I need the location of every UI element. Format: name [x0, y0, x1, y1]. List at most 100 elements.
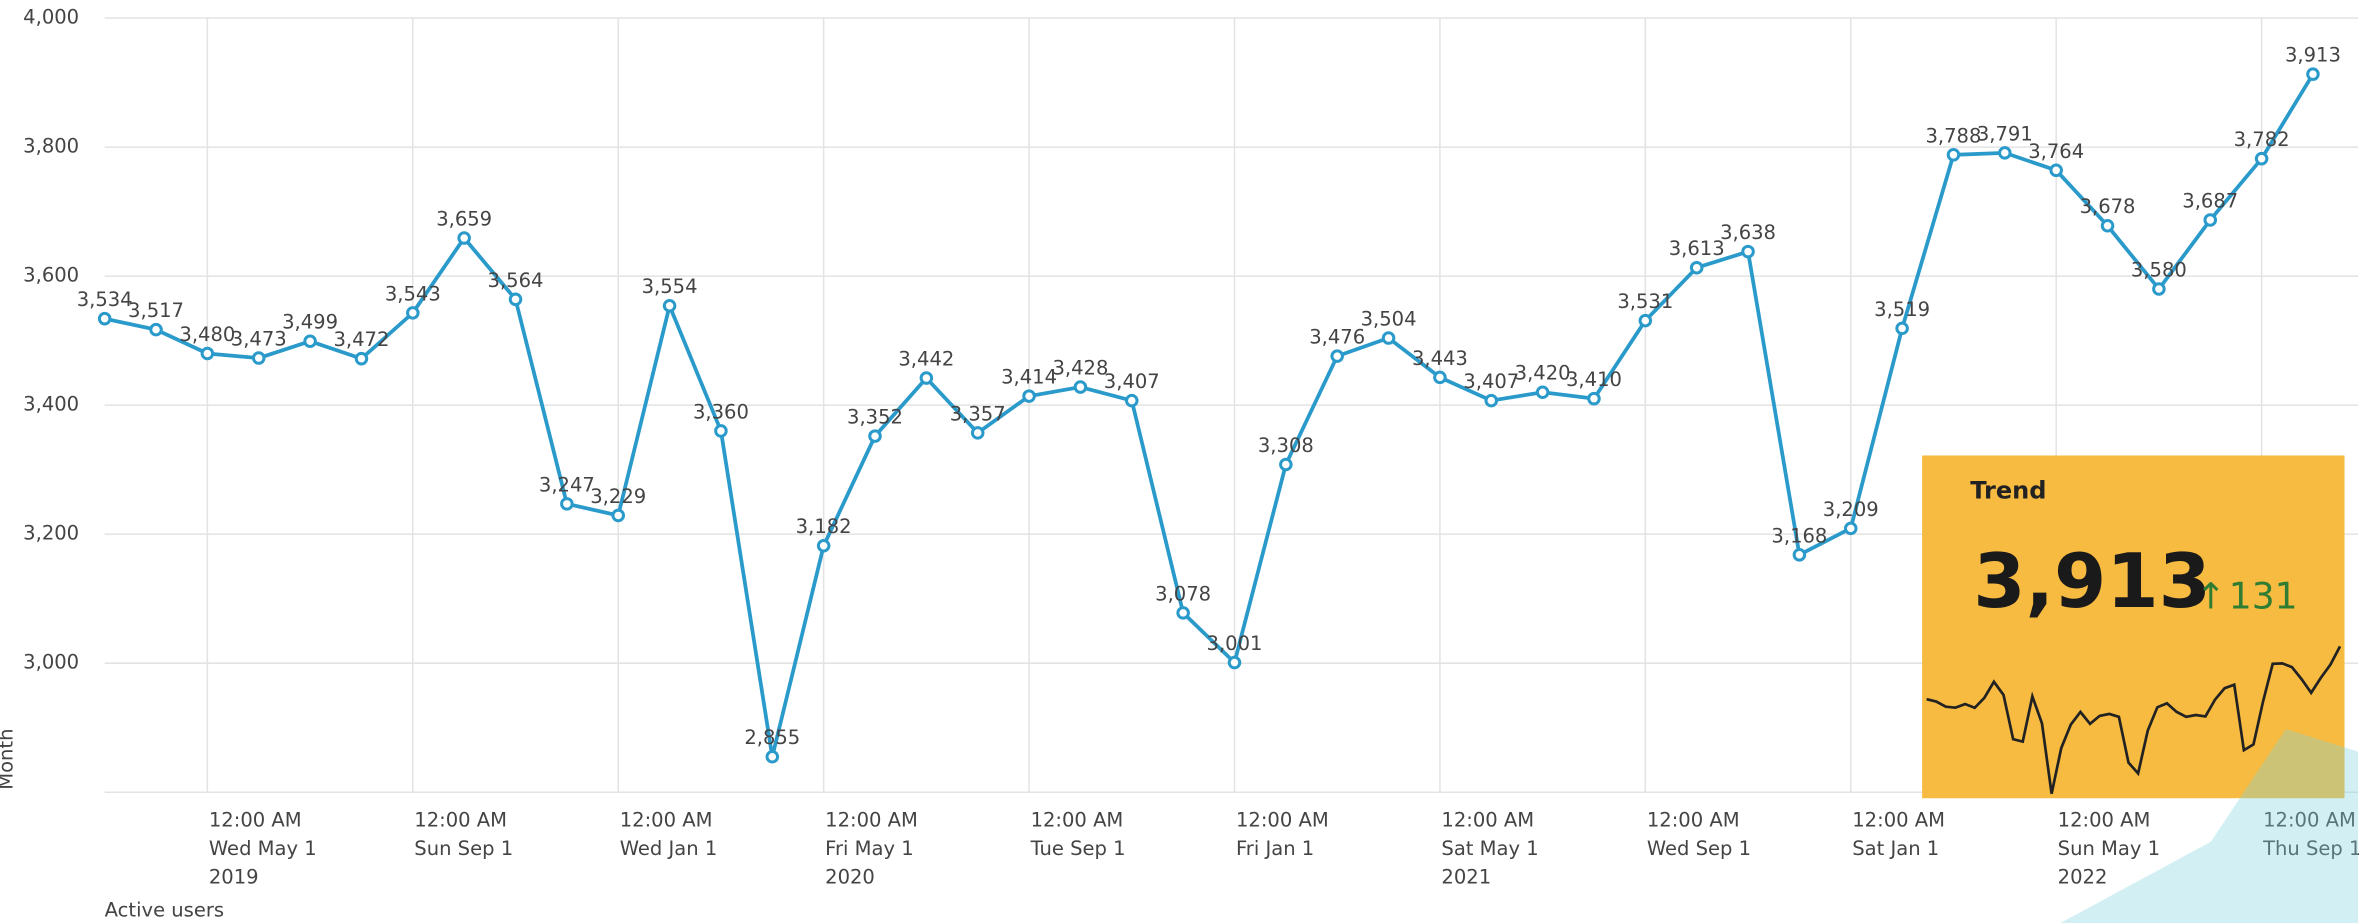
point	[1843, 521, 1858, 536]
x-tick-label: 12:00 AM	[1031, 808, 1124, 831]
data-label: 3,543	[385, 282, 441, 305]
data-label: 3,580	[2131, 258, 2187, 281]
point	[1484, 393, 1499, 408]
point	[354, 351, 369, 366]
data-label: 3,782	[2234, 128, 2290, 151]
data-label: 3,678	[2080, 195, 2136, 218]
y-tick-label: 3,800	[23, 135, 79, 158]
x-tick-label: Wed May 1	[209, 837, 317, 860]
data-label: 3,407	[1463, 370, 1519, 393]
point	[714, 424, 728, 438]
data-label: 3,499	[282, 311, 338, 334]
trend-background	[1922, 455, 2345, 799]
legend-entry: Active users	[105, 898, 224, 921]
data-label: 3,001	[1207, 632, 1263, 655]
data-label: 3,420	[1515, 362, 1571, 385]
x-tick-label: 12:00 AM	[414, 808, 507, 831]
data-label: 3,472	[333, 328, 389, 351]
point	[919, 371, 934, 385]
point	[97, 311, 112, 326]
y-tick-label: 3,600	[23, 264, 79, 287]
x-tick-label: 12:00 AM	[1441, 808, 1534, 831]
data-label: 3,480	[179, 323, 235, 346]
data-label: 3,791	[1977, 122, 2033, 145]
point	[2254, 151, 2269, 166]
data-label: 3,788	[1926, 124, 1982, 147]
point	[560, 497, 574, 511]
data-label: 3,352	[847, 406, 903, 429]
point	[1792, 548, 1807, 562]
data-label: 3,443	[1412, 347, 1468, 370]
x-tick-label: Fri Jan 1	[1236, 837, 1314, 860]
point	[2100, 219, 2115, 233]
point	[816, 539, 831, 553]
point	[1535, 385, 1550, 399]
point	[303, 334, 317, 349]
data-label: 3,517	[128, 299, 184, 322]
data-label: 3,410	[1566, 368, 1622, 391]
y-tick-label: 4,000	[23, 6, 79, 29]
point	[1946, 148, 1961, 162]
point	[2203, 213, 2218, 227]
data-label: 2,855	[744, 726, 800, 749]
point	[1998, 146, 2012, 160]
data-label: 3,473	[231, 327, 287, 350]
point	[1895, 321, 1909, 336]
x-tick-label: 12:00 AM	[1852, 808, 1945, 831]
data-label: 3,531	[1617, 290, 1673, 313]
x-tick-label: Sat May 1	[1441, 837, 1538, 860]
x-tick-label: 12:00 AM	[2263, 808, 2356, 831]
point	[1073, 380, 1088, 394]
data-label: 3,209	[1823, 498, 1879, 521]
point	[457, 231, 471, 245]
x-tick-label: 12:00 AM	[2058, 808, 2151, 831]
data-label: 3,247	[539, 473, 595, 496]
x-tick-label: 12:00 AM	[1236, 808, 1329, 831]
point	[1227, 655, 1242, 670]
point	[611, 508, 625, 523]
point	[1330, 349, 1344, 363]
point	[1022, 389, 1036, 403]
data-label: 3,687	[2182, 189, 2238, 212]
x-tick-label: 2022	[2058, 865, 2108, 888]
x-tick-label: 12:00 AM	[620, 808, 713, 831]
data-label: 3,519	[1874, 298, 1930, 321]
data-label: 3,407	[1104, 370, 1160, 393]
point	[1125, 393, 1139, 408]
y-tick-label: 3,000	[23, 651, 79, 674]
data-label: 3,229	[590, 485, 646, 508]
sparkline	[1926, 645, 2342, 794]
data-label: 3,613	[1669, 237, 1725, 260]
x-tick-label: 12:00 AM	[825, 808, 918, 831]
data-label: 3,476	[1309, 326, 1365, 349]
point	[868, 429, 882, 443]
point	[1381, 331, 1396, 345]
line	[104, 73, 2315, 758]
data-label: 3,564	[488, 269, 544, 292]
x-tick-label: Wed Sep 1	[1647, 837, 1751, 860]
trend-delta: 131	[2229, 575, 2298, 617]
x-tick-label: 2019	[209, 865, 259, 888]
y-axis-label: Month	[0, 729, 17, 790]
point	[1176, 606, 1190, 620]
x-tick-label: 2021	[1441, 865, 1491, 888]
data-label: 3,913	[2285, 44, 2341, 67]
x-tick-label: Sat Jan 1	[1852, 837, 1939, 860]
x-tick-label: Thu Sep 1	[2262, 837, 2359, 860]
point	[1638, 313, 1653, 328]
trend-value: 3,913	[1973, 537, 2211, 625]
x-tick-label: 12:00 AM	[209, 808, 302, 831]
point	[406, 306, 420, 320]
point	[1433, 370, 1447, 385]
point	[970, 426, 985, 440]
x-tick-label: Sun May 1	[2058, 837, 2160, 860]
data-label: 3,360	[693, 400, 749, 423]
data-label: 3,638	[1720, 221, 1776, 244]
data-label: 3,308	[1258, 434, 1314, 457]
point	[1279, 457, 1293, 472]
data-label: 3,534	[77, 288, 133, 311]
point	[149, 322, 163, 337]
point	[2049, 163, 2063, 178]
point	[508, 292, 523, 307]
